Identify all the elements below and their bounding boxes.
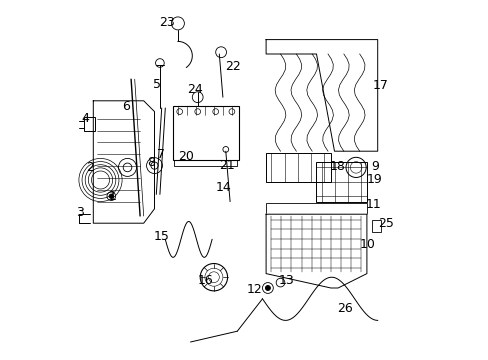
Polygon shape (265, 40, 377, 151)
Text: 4: 4 (81, 112, 89, 125)
Bar (316, 162, 366, 202)
Text: 20: 20 (178, 150, 194, 163)
Text: 7: 7 (157, 148, 164, 161)
Text: 10: 10 (359, 238, 375, 251)
Text: 12: 12 (246, 283, 262, 296)
Polygon shape (93, 101, 154, 223)
Text: 25: 25 (377, 217, 393, 230)
Bar (371, 220, 381, 232)
Text: 16: 16 (197, 274, 213, 287)
Text: 17: 17 (372, 79, 388, 92)
Text: 13: 13 (279, 274, 294, 287)
Circle shape (109, 194, 113, 198)
Text: 1: 1 (108, 190, 116, 203)
Text: 19: 19 (366, 173, 382, 186)
Text: 9: 9 (370, 160, 378, 173)
Text: 22: 22 (224, 60, 241, 73)
Circle shape (265, 285, 270, 291)
Text: 2: 2 (86, 161, 94, 174)
Text: 18: 18 (329, 160, 345, 173)
Bar (172, 106, 239, 160)
Text: 21: 21 (219, 159, 235, 172)
Polygon shape (265, 214, 366, 288)
Bar (265, 203, 366, 214)
Text: 11: 11 (365, 198, 381, 211)
Bar (84, 117, 95, 131)
Text: 6: 6 (122, 100, 130, 113)
Bar (174, 160, 237, 166)
Text: 24: 24 (186, 83, 203, 96)
Text: 23: 23 (159, 16, 175, 29)
Text: 26: 26 (336, 302, 352, 315)
Text: 5: 5 (153, 78, 161, 91)
Text: 8: 8 (147, 156, 155, 169)
Text: 15: 15 (153, 230, 169, 243)
Text: 14: 14 (215, 181, 231, 194)
Text: 3: 3 (76, 206, 83, 219)
Bar (265, 153, 330, 182)
